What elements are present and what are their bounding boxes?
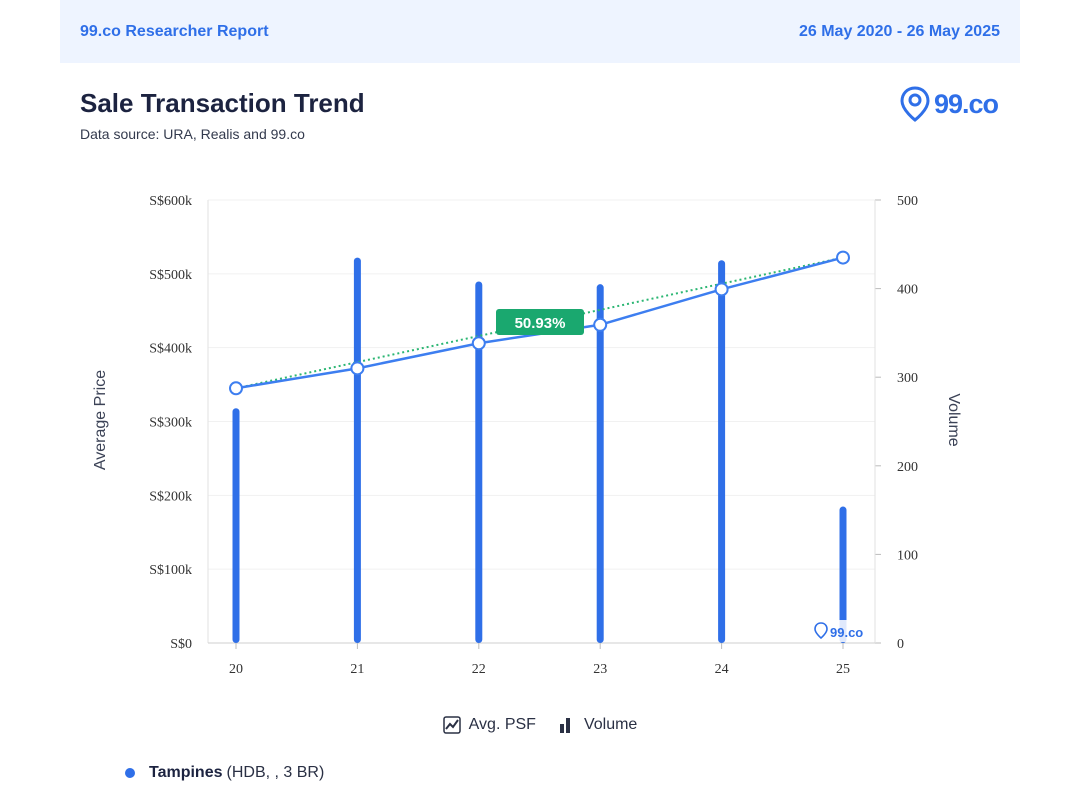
x-tick-label: 21 — [350, 662, 364, 677]
location-pin-icon — [900, 86, 930, 122]
chart-legend: Avg. PSF Volume — [0, 716, 1080, 734]
report-date-range: 26 May 2020 - 26 May 2025 — [798, 23, 1000, 40]
x-tick-label: 22 — [472, 662, 486, 677]
avg-psf-point — [229, 381, 243, 396]
y-tick-label: S$0 — [170, 637, 192, 652]
brand-logo: 99.co — [900, 84, 999, 124]
series-detail: (HDB, , 3 BR) — [226, 764, 325, 781]
y2-axis-title: Volume — [945, 393, 962, 447]
volume-bar — [475, 281, 483, 643]
report-title: 99.co Researcher Report — [80, 23, 269, 40]
series-key: Tampines (HDB, , 3 BR) — [125, 764, 324, 782]
y-tick-label: S$600k — [149, 194, 192, 209]
x-tick-label: 25 — [836, 662, 850, 677]
avg-psf-point — [350, 361, 365, 376]
trend-badge — [496, 309, 584, 335]
volume-bar — [232, 408, 240, 643]
y2-tick-label: 100 — [897, 548, 918, 563]
legend-item-avg-psf[interactable]: Avg. PSF — [442, 716, 536, 734]
watermark-text: 99.co — [830, 625, 863, 640]
y-tick-label: S$300k — [149, 416, 192, 431]
y-tick-label: S$100k — [149, 563, 192, 578]
legend-label: Volume — [583, 716, 638, 733]
watermark-pin-icon — [814, 622, 828, 640]
avg-psf-point — [471, 336, 486, 351]
page-title: Sale Transaction Trend — [80, 88, 365, 118]
y2-tick-label: 200 — [897, 460, 918, 475]
legend-item-volume[interactable]: Volume — [558, 716, 637, 734]
avg-psf-point — [714, 282, 729, 297]
x-tick-label: 24 — [715, 662, 729, 677]
volume-bar — [596, 284, 604, 643]
trend-badge-label: 50.93% — [515, 315, 566, 332]
y-tick-label: S$400k — [149, 342, 192, 357]
series-name: Tampines — [149, 764, 223, 781]
watermark-bg — [811, 620, 863, 642]
logo-text: 99.co — [934, 88, 999, 119]
volume-bar — [718, 260, 726, 643]
avg-psf-point — [836, 250, 850, 265]
y-axis-title: Average Price — [92, 369, 109, 471]
y-tick-label: S$200k — [149, 489, 192, 504]
y-tick-label: S$500k — [149, 268, 192, 283]
y2-tick-label: 0 — [897, 637, 904, 652]
avg-psf-point — [593, 317, 608, 332]
legend-label: Avg. PSF — [468, 716, 536, 733]
y2-tick-label: 500 — [897, 194, 918, 209]
data-source: Data source: URA, Realis and 99.co — [80, 126, 305, 142]
y2-tick-label: 400 — [897, 283, 918, 298]
series-dot — [125, 768, 135, 778]
volume-bar — [353, 257, 361, 643]
line-chart-icon — [442, 716, 461, 734]
bar-chart-icon — [559, 718, 570, 733]
x-tick-label: 23 — [593, 662, 607, 677]
x-tick-label: 20 — [229, 662, 243, 677]
y2-tick-label: 300 — [897, 371, 918, 386]
report-header: 99.co Researcher Report 26 May 2020 - 26… — [60, 0, 1020, 63]
volume-bar — [839, 506, 847, 643]
